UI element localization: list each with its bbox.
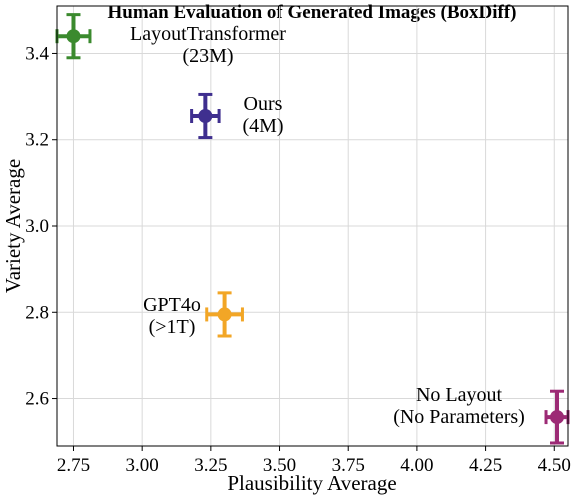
tick-layer: 2.75 3.00 3.25 3.50 3.75 4.00 4.25 4.50 2.6 2.8 3.… xyxy=(25,43,571,476)
data-point xyxy=(198,109,213,123)
x-tick-label: 3.75 xyxy=(332,455,365,476)
data-point xyxy=(550,410,565,425)
x-tick-label: 2.75 xyxy=(57,455,90,476)
y-axis-label: Variety Average xyxy=(1,159,25,293)
point-label-line: (23M) xyxy=(182,45,233,67)
data-point-group xyxy=(205,291,244,338)
point-label-line: (>1T) xyxy=(149,316,196,338)
point-label: LayoutTransformer (23M) xyxy=(130,23,286,67)
data-point-group xyxy=(190,92,221,140)
x-axis-label: Plausibility Average xyxy=(227,471,396,495)
point-label-line: (4M) xyxy=(242,115,283,137)
x-tick-label: 4.50 xyxy=(538,455,571,476)
point-label: Ours (4M) xyxy=(242,93,283,137)
point-label-line: Ours xyxy=(244,93,283,115)
label-layer: LayoutTransformer (23M) Ours (4M) GPT4o (>1T)… xyxy=(130,23,525,428)
point-label: GPT4o (>1T) xyxy=(143,294,201,338)
x-tick-label: 3.50 xyxy=(263,455,296,476)
point-label-line: LayoutTransformer xyxy=(130,23,286,45)
x-tick-label: 4.00 xyxy=(400,455,433,476)
y-tick-label: 3.2 xyxy=(25,130,49,151)
x-tick-label: 3.25 xyxy=(194,455,227,476)
marks-layer xyxy=(55,13,570,445)
y-tick-label: 3.4 xyxy=(25,43,49,64)
data-point-group xyxy=(544,389,570,445)
point-label-line: GPT4o xyxy=(143,294,201,316)
y-tick-label: 3.0 xyxy=(25,216,49,237)
point-label-line: No Layout xyxy=(416,384,503,406)
chart-title: Human Evaluation of Generated Images (Bo… xyxy=(107,2,516,23)
point-label: No Layout (No Parameters) xyxy=(393,384,525,428)
point-label-line: (No Parameters) xyxy=(393,406,525,428)
y-tick-label: 2.6 xyxy=(25,389,49,410)
data-point xyxy=(66,29,81,44)
y-tick-label: 2.8 xyxy=(25,302,49,323)
data-point xyxy=(217,307,232,322)
x-tick-label: 4.25 xyxy=(469,455,502,476)
data-point-group xyxy=(55,13,92,60)
x-tick-label: 3.00 xyxy=(126,455,159,476)
grid-layer xyxy=(57,6,568,446)
